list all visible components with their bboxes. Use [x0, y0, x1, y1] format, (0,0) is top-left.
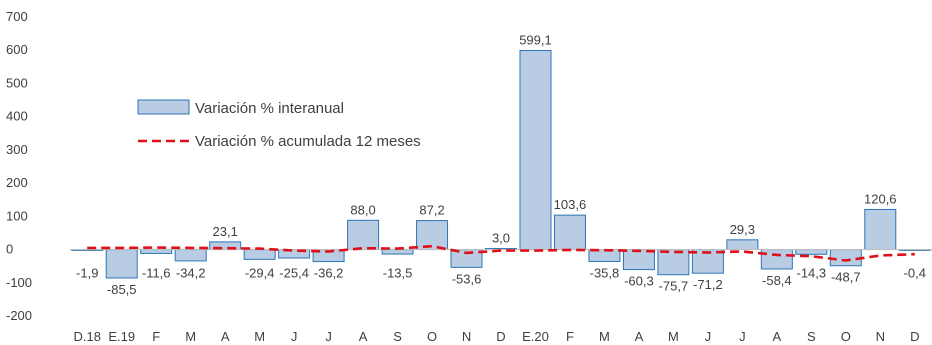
bar: [105, 249, 138, 279]
y-tick-label: 0: [6, 242, 13, 257]
bar-value-label: -1,9: [76, 266, 98, 281]
y-axis: -200 -100 0 100 200 300 400 500 600 700: [6, 9, 32, 323]
legend-line-label: Variación % acumulada 12 meses: [195, 133, 421, 150]
data-labels: -1,9 -85,5 -11,6 -34,2 23,1 -29,4 -25,4 -36,2 88…: [76, 33, 926, 297]
x-axis: D.18 E.19 F M A M J J A S O N D E.20 F M A M J J A S O N D: [74, 329, 920, 344]
y-tick-label: 100: [6, 208, 28, 223]
bar: [519, 50, 552, 251]
x-tick-label: A: [773, 329, 782, 344]
y-tick-label: 700: [6, 9, 28, 24]
y-tick-label: -200: [6, 308, 32, 323]
y-tick-label: 600: [6, 42, 28, 57]
y-tick-label: 300: [6, 142, 28, 157]
x-tick-label: A: [359, 329, 368, 344]
bar-value-label: -25,4: [279, 266, 309, 281]
x-tick-label: M: [254, 329, 265, 344]
x-tick-label: E.19: [108, 329, 135, 344]
bar: [795, 249, 828, 255]
bar-value-label: 87,2: [419, 203, 444, 218]
legend-bar-label: Variación % interanual: [195, 100, 344, 117]
bar: [726, 239, 759, 251]
x-tick-label: J: [291, 329, 298, 344]
x-tick-label: J: [739, 329, 746, 344]
x-tick-label: M: [668, 329, 679, 344]
bar: [140, 249, 173, 254]
x-tick-label: M: [185, 329, 196, 344]
x-tick-label: D: [910, 329, 919, 344]
bar-value-label: -58,4: [762, 273, 792, 288]
x-tick-label: S: [807, 329, 816, 344]
bar-value-label: -75,7: [659, 279, 689, 294]
x-tick-label: N: [462, 329, 471, 344]
bar-value-label: -36,2: [314, 266, 344, 281]
bar-value-label: 103,6: [554, 197, 587, 212]
bar-value-label: -13,5: [383, 266, 413, 281]
bar-value-label: 23,1: [213, 224, 238, 239]
y-tick-label: 400: [6, 109, 28, 124]
cumulative-line: [87, 244, 915, 262]
x-tick-label: D.18: [74, 329, 101, 344]
bar: [174, 249, 207, 262]
bar-value-label: -60,3: [624, 274, 654, 289]
bar: [760, 249, 793, 270]
bar-value-label: 29,3: [730, 222, 755, 237]
bar-value-label: -14,3: [796, 266, 826, 281]
y-tick-label: -100: [6, 275, 32, 290]
y-tick-label: 200: [6, 175, 28, 190]
bar-value-label: -71,2: [693, 277, 723, 292]
legend: Variación % interanual Variación % acumu…: [137, 99, 421, 150]
x-tick-label: O: [427, 329, 437, 344]
x-tick-label: A: [221, 329, 230, 344]
x-tick-label: N: [876, 329, 885, 344]
x-tick-label: A: [635, 329, 644, 344]
x-tick-label: F: [152, 329, 160, 344]
bar-value-label: -35,8: [590, 266, 620, 281]
bar-value-label: 88,0: [350, 202, 375, 217]
bar: [622, 249, 655, 271]
bar-value-label: -0,4: [904, 266, 926, 281]
bar-value-label: -48,7: [831, 270, 861, 285]
bar: [416, 220, 449, 251]
bar: [864, 208, 897, 251]
bar-value-label: -85,5: [107, 282, 137, 297]
bar-value-label: -53,6: [452, 271, 482, 286]
x-tick-label: E.20: [522, 329, 549, 344]
x-tick-label: S: [393, 329, 402, 344]
bar-value-label: 3,0: [492, 231, 510, 246]
bar-value-label: -29,4: [245, 266, 275, 281]
x-tick-label: O: [841, 329, 851, 344]
bar-value-label: -11,6: [142, 266, 171, 281]
x-tick-label: D: [496, 329, 505, 344]
bar: [657, 249, 690, 276]
bar: [553, 214, 586, 251]
y-tick-label: 500: [6, 75, 28, 90]
bar-value-label: 599,1: [519, 33, 552, 48]
x-tick-label: J: [325, 329, 332, 344]
bar-value-label: -34,2: [176, 266, 206, 281]
legend-bar-swatch: [137, 99, 190, 115]
bar: [243, 249, 276, 260]
bar: [347, 219, 380, 251]
x-tick-label: F: [566, 329, 574, 344]
bar: [381, 249, 414, 255]
x-tick-label: J: [705, 329, 712, 344]
x-tick-label: M: [599, 329, 610, 344]
bar-value-label: 120,6: [864, 191, 897, 206]
